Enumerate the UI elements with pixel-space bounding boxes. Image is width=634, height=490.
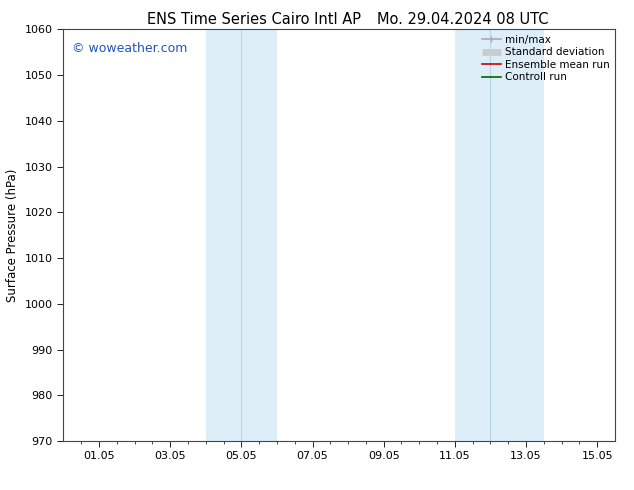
- Y-axis label: Surface Pressure (hPa): Surface Pressure (hPa): [6, 169, 19, 302]
- Bar: [206, 29, 277, 441]
- Text: © woweather.com: © woweather.com: [72, 42, 187, 55]
- Text: ENS Time Series Cairo Intl AP: ENS Time Series Cairo Intl AP: [146, 12, 361, 27]
- Legend: min/max, Standard deviation, Ensemble mean run, Controll run: min/max, Standard deviation, Ensemble me…: [482, 35, 610, 82]
- Text: Mo. 29.04.2024 08 UTC: Mo. 29.04.2024 08 UTC: [377, 12, 548, 27]
- Bar: [455, 29, 544, 441]
